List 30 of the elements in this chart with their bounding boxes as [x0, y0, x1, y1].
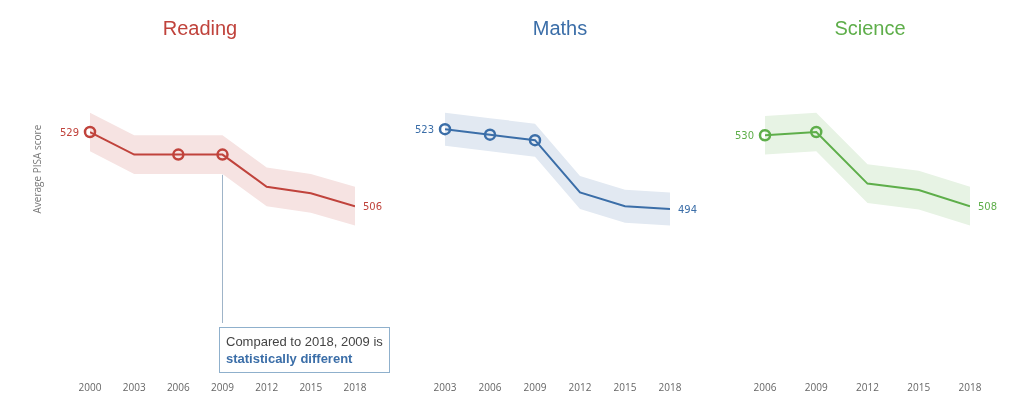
chart-title: Reading	[162, 17, 238, 39]
data-label: 506	[363, 201, 383, 212]
data-label: 529	[60, 127, 80, 138]
data-label: 523	[415, 124, 435, 135]
chart-title: Maths	[532, 17, 588, 39]
data-label: 494	[678, 204, 698, 215]
data-label: 530	[735, 130, 755, 141]
x-tick-label: 2018	[958, 380, 982, 394]
x-tick-label: 2006	[753, 380, 777, 394]
x-tick-label: 2012	[568, 380, 592, 394]
x-tick-label: 2009	[804, 380, 828, 394]
chart-title: Science	[834, 17, 906, 39]
y-axis-title: Average PISA score	[30, 124, 44, 214]
x-tick-label: 2006	[166, 380, 191, 394]
text: statistically different	[226, 350, 354, 366]
x-tick-label: 2018	[343, 380, 367, 394]
x-tick-label: 2009	[523, 380, 547, 394]
x-tick-label: 2000	[78, 380, 102, 394]
x-tick-label: 2003	[433, 380, 457, 394]
text: Compared to 2018, 2009 is	[226, 334, 384, 349]
x-tick-label: 2012	[255, 380, 279, 394]
x-tick-label: 2015	[907, 380, 931, 394]
x-tick-label: 2015	[613, 380, 637, 394]
x-tick-label: 2003	[122, 380, 146, 394]
x-tick-label: 2006	[478, 380, 502, 394]
x-tick-label: 2015	[299, 380, 323, 394]
x-tick-label: 2009	[211, 380, 235, 394]
x-tick-label: 2018	[658, 380, 682, 394]
x-tick-label: 2012	[856, 380, 880, 394]
data-label: 508	[978, 201, 998, 212]
